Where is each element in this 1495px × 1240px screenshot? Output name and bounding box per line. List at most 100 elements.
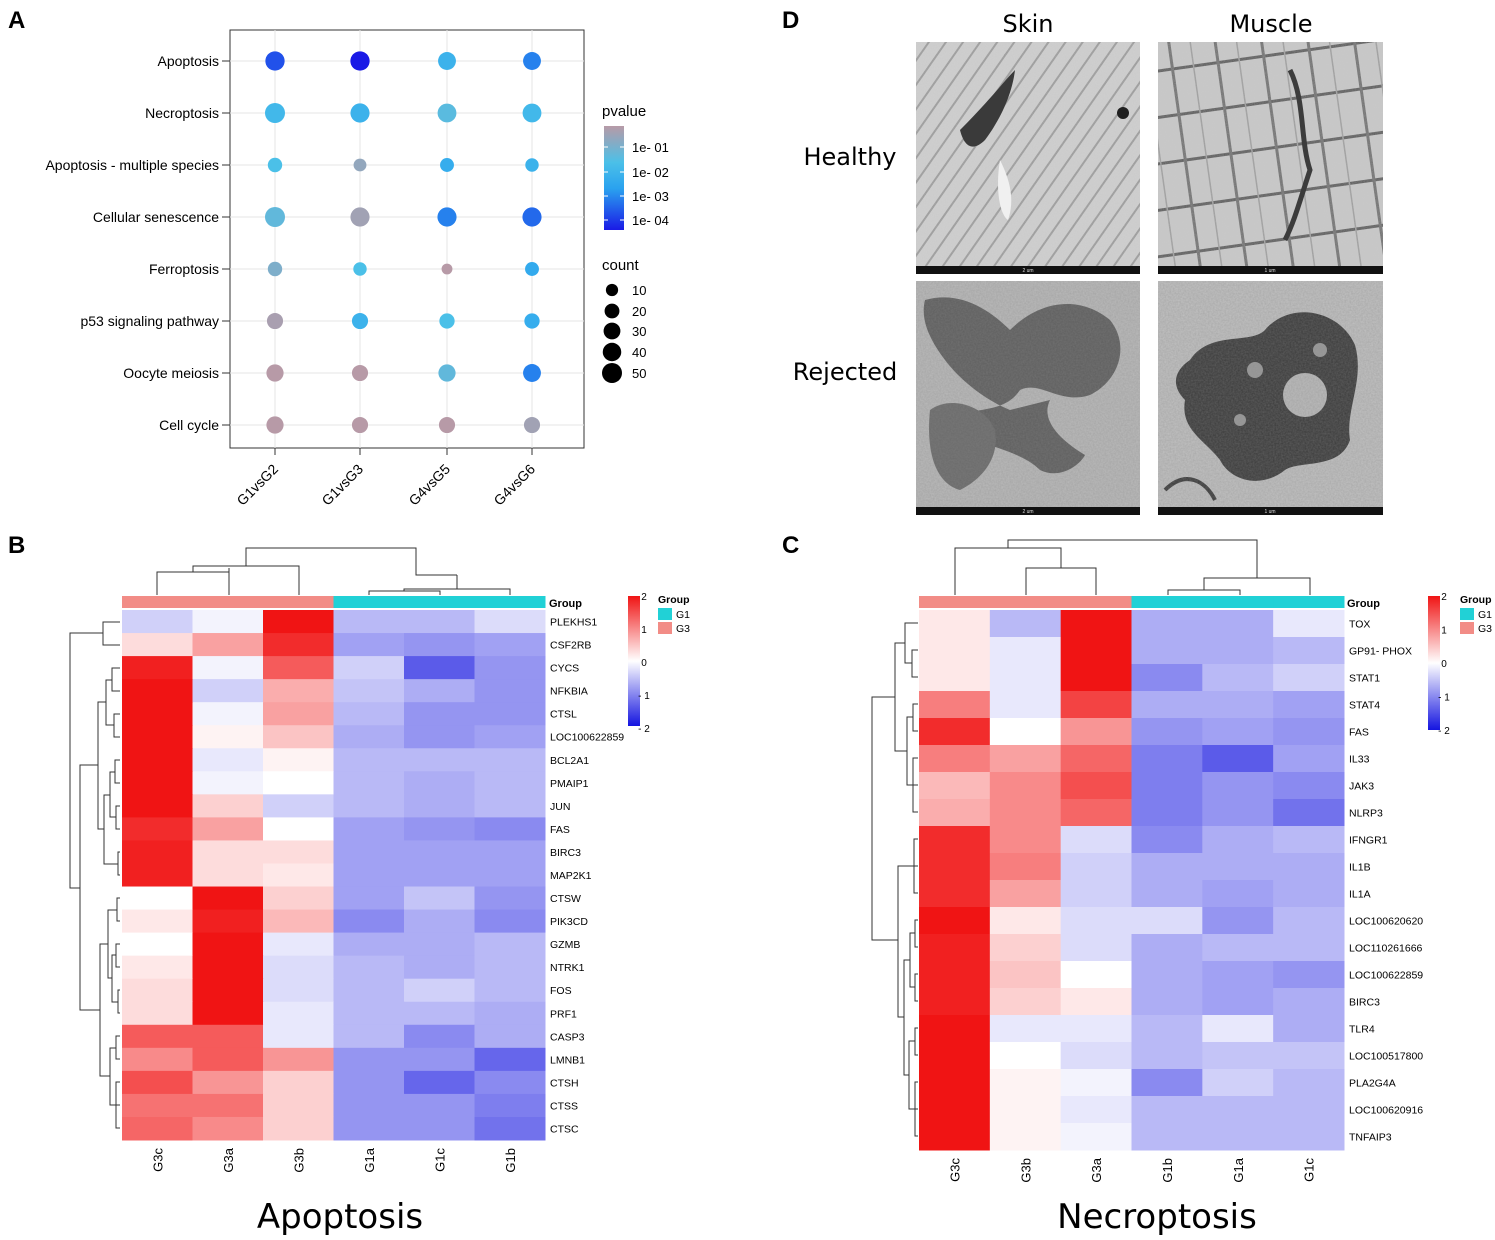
group-legend-swatch [658,622,672,634]
pathway-label: Cellular senescence [93,209,219,225]
heatmap-row-label: CYCS [550,663,579,675]
pathway-label: Apoptosis [158,53,219,69]
heatmap-cell [333,817,405,841]
group-annotation-cell [919,596,991,608]
heatmap-cell [333,771,405,795]
heatmap-row-label: CTSH [550,1077,579,1089]
apoptosis-colorbar-ticks: 2 1 0 - 1 - 2 [638,592,650,735]
heatmap-cell [474,1047,546,1072]
heatmap-cell [1060,826,1132,854]
heatmap-cell [474,1024,546,1049]
heatmap-cell [1131,988,1203,1016]
heatmap-cell [989,691,1062,719]
heatmap-cell [919,772,991,800]
heatmap-cell [1273,1123,1345,1151]
count-legend-dot [605,283,619,297]
heatmap-cell [1060,988,1132,1016]
heatmap-cell [919,1042,991,1070]
heatmap-cell [1273,718,1345,746]
heatmap-cell [919,826,991,854]
heatmap-row-label: CTSW [550,893,581,905]
heatmap-cell [1060,907,1132,935]
dot-point [265,103,285,123]
heatmap-cell [1273,1015,1345,1043]
scale-bar-rejected-muscle: 1 um [1264,509,1275,515]
group-annotation-cell [122,596,193,608]
heatmap-row-label: LOC100622859 [550,732,624,744]
heatmap-cell [1273,934,1345,962]
heatmap-cell [192,955,264,980]
heatmap-cell [1131,718,1203,746]
heatmap-cell [1131,1042,1203,1070]
colorbar-tick-label: 0 [641,658,647,669]
heatmap-row-label: CTSS [550,1100,578,1112]
pvalue-tick-label: 1e- 02 [632,165,669,180]
heatmap-cell [192,748,264,772]
dotplot-comparison-labels: G1vsG2 G1vsG3 G4vsG5 G4vsG6 [233,448,538,508]
heatmap-cell [474,1001,546,1026]
heatmap-cell [474,633,546,657]
heatmap-cell [404,656,475,680]
micro-col-muscle: Muscle [1229,10,1312,38]
dotplot-pathway-labels: Apoptosis Necroptosis Apoptosis - multiple… [45,53,230,433]
heatmap-column-label: G1c [1302,1158,1317,1182]
heatmap-cell [1131,907,1203,935]
heatmap-row-label: BCL2A1 [550,755,589,767]
heatmap-cell [919,691,991,719]
heatmap-cell [404,1116,475,1141]
heatmap-cell [192,771,264,795]
heatmap-cell [1202,691,1274,719]
pathway-label: Cell cycle [159,417,219,433]
group-legend-label: G1 [676,609,690,621]
dotplot-panel: Apoptosis Necroptosis Apoptosis - multiple… [45,29,669,508]
heatmap-cell [919,637,991,665]
heatmap-cell [404,1047,475,1072]
heatmap-cell [919,934,991,962]
heatmap-cell [1131,880,1203,908]
heatmap-cell [1060,934,1132,962]
group-legend-label: G3 [1478,623,1492,635]
dot-point [523,52,541,70]
heatmap-cell [1202,610,1274,638]
heatmap-cell [192,1001,264,1026]
micro-row-rejected: Rejected [793,358,897,386]
heatmap-cell [1273,691,1345,719]
heatmap-cell [1060,772,1132,800]
heatmap-cell [1202,934,1274,962]
pathway-label: Ferroptosis [149,261,219,277]
heatmap-cell [333,656,405,680]
heatmap-row-label: JUN [550,801,570,813]
colorbar-tick-label: - 1 [638,691,650,702]
micro-row-healthy: Healthy [803,143,896,171]
heatmap-cell [919,1015,991,1043]
heatmap-cell [474,679,546,703]
comparison-label: G4vsG5 [405,461,453,509]
heatmap-cell [404,1070,475,1095]
pvalue-tick-label: 1e- 04 [632,213,669,228]
heatmap-cell [989,1123,1062,1151]
heatmap-cell [263,748,334,772]
heatmap-cell [1202,1069,1274,1097]
heatmap-cell [404,932,475,957]
heatmap-cell [474,817,546,841]
apoptosis-heatmap-panel: PLEKHS1 CSF2RB CYCS NFKBIA CTSL LOC100622859 B… [69,547,690,1237]
heatmap-cell [1131,745,1203,773]
heatmap-cell [989,1096,1062,1124]
heatmap-column-label: G1a [362,1147,377,1172]
heatmap-cell [919,988,991,1016]
panel-letter-a: A [8,7,25,34]
heatmap-row-label: FAS [550,824,570,836]
apoptosis-heatmap: PLEKHS1 CSF2RB CYCS NFKBIA CTSL LOC100622859 B… [122,596,624,1173]
heatmap-cell [1060,1042,1132,1070]
heatmap-cell [474,748,546,772]
heatmap-cell [1131,610,1203,638]
heatmap-cell [122,725,193,749]
dot-point [266,312,284,330]
heatmap-column-label: G1c [432,1148,447,1172]
heatmap-cell [474,1093,546,1118]
dotplot-frame [229,29,585,449]
heatmap-cell [263,1001,334,1026]
heatmap-cell [919,907,991,935]
dot-point [351,312,369,330]
